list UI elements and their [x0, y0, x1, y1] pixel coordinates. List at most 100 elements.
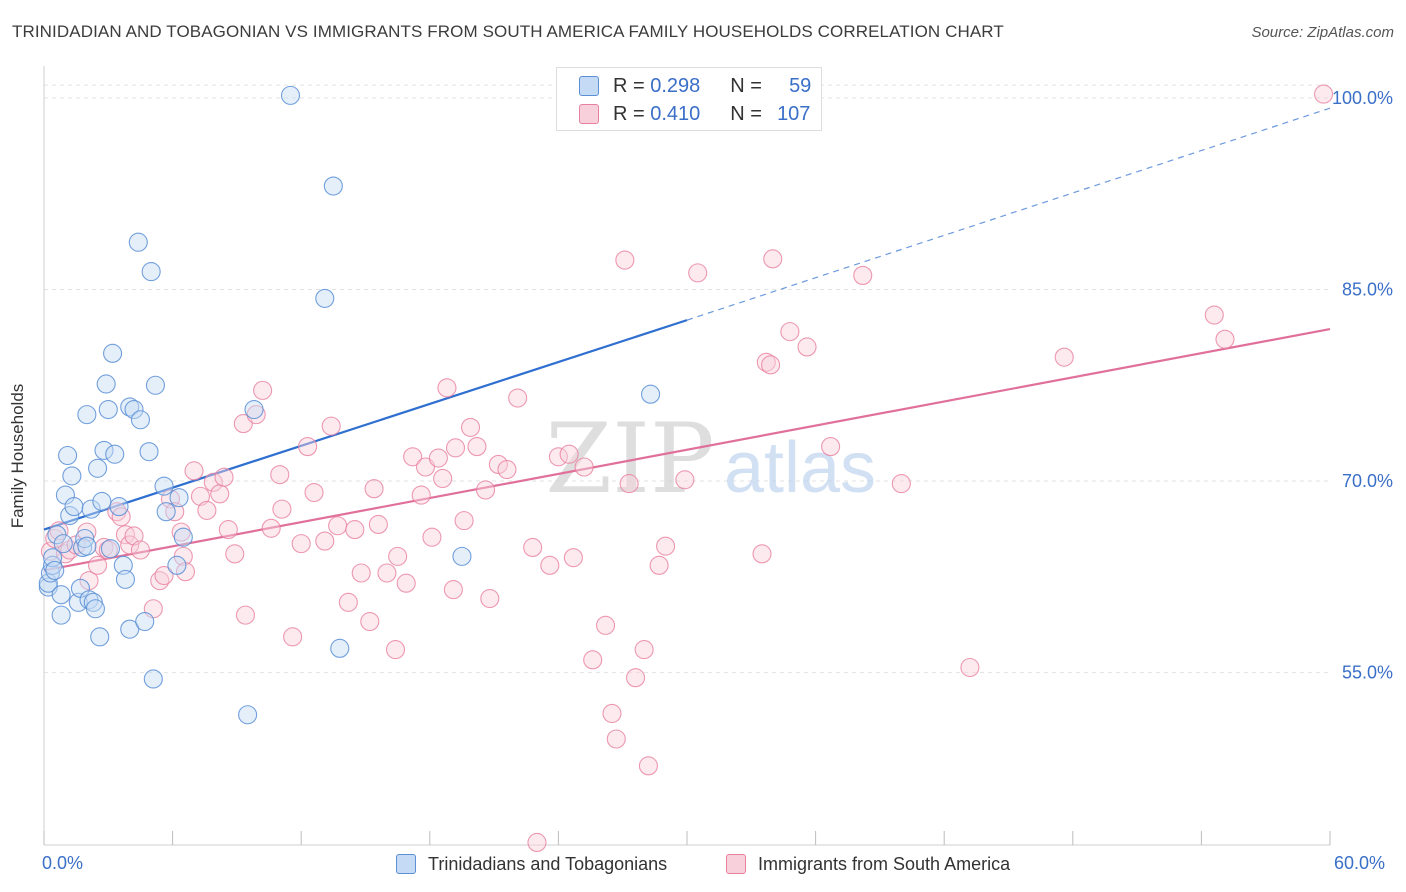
data-point-pink [752, 544, 772, 564]
data-point-blue [113, 555, 133, 575]
legend: R = 0.298 N = 59 R = 0.410 N = 107 [556, 67, 822, 131]
data-point-pink [197, 500, 217, 520]
data-point-blue [641, 384, 661, 404]
data-point-pink [368, 514, 388, 535]
data-point-pink [283, 627, 303, 647]
data-point-blue [96, 374, 116, 394]
data-point-pink [403, 447, 423, 467]
data-point-blue [103, 343, 123, 363]
data-point-pink [120, 535, 140, 555]
legend-swatch-pink [579, 104, 599, 124]
data-point-pink [388, 546, 408, 566]
data-point-pink [475, 480, 496, 500]
legend-row-blue: R = 0.298 N = 59 [579, 74, 811, 98]
data-point-pink [321, 416, 341, 436]
data-point-pink [1204, 305, 1224, 325]
axes [43, 66, 1331, 846]
data-point-blue [58, 445, 78, 466]
data-point-pink [480, 588, 500, 609]
data-point-blue [130, 410, 150, 430]
data-point-pink [540, 555, 560, 575]
trendline-trinidadians [43, 319, 688, 531]
data-point-pink [88, 555, 108, 575]
data-point-pink [615, 250, 635, 270]
data-point-pink [360, 611, 380, 632]
data-point-pink [203, 472, 223, 492]
data-point-blue [154, 476, 174, 496]
data-point-pink [437, 378, 457, 398]
data-point-blue [143, 669, 163, 689]
data-point-pink [626, 668, 646, 688]
data-point-pink [1215, 329, 1235, 349]
gridlines [44, 84, 1330, 674]
data-point-pink [443, 580, 463, 600]
data-point-pink [351, 563, 371, 583]
data-point-pink [497, 459, 517, 480]
data-point-pink [338, 592, 358, 612]
legend-r-label: R = [613, 102, 645, 125]
data-point-blue [88, 458, 108, 478]
data-point-pink [649, 555, 669, 575]
data-point-pink [218, 520, 238, 540]
data-point-pink [596, 615, 616, 635]
data-point-blue [141, 262, 161, 282]
data-point-blue [109, 497, 129, 517]
data-point-blue [92, 491, 112, 512]
y-tick-labels: 55.0% 70.0% 85.0% 100.0% [1332, 88, 1393, 683]
data-point-blue [135, 611, 155, 632]
data-point-blue [156, 502, 176, 522]
data-point-pink [154, 565, 174, 586]
data-point-blue [128, 232, 148, 252]
bottom-legend-item-pink: Immigrants from South America [726, 852, 1010, 876]
legend-n-label: N = [730, 102, 762, 125]
series-immigrants-south-america [40, 84, 1334, 852]
y-tick-label: 100.0% [1332, 88, 1393, 108]
data-point-pink [559, 444, 579, 464]
data-point-blue [77, 405, 97, 425]
data-point-pink [253, 380, 273, 400]
data-point-pink [235, 605, 256, 625]
y-tick-label: 70.0% [1342, 471, 1393, 491]
data-point-pink [675, 470, 695, 490]
data-point-pink [602, 703, 622, 724]
x-tick-max: 60.0% [1334, 853, 1386, 873]
data-point-pink [583, 650, 603, 670]
data-point-blue [169, 488, 189, 508]
data-point-pink [1054, 347, 1074, 367]
data-point-pink [364, 479, 384, 499]
data-point-blue [145, 375, 166, 395]
bottom-legend-swatch-blue [396, 854, 416, 874]
data-point-pink [763, 249, 783, 269]
legend-swatch-blue [579, 76, 599, 96]
data-point-pink [761, 355, 781, 375]
data-point-pink [460, 417, 481, 437]
data-point-pink [298, 437, 318, 457]
data-point-blue [64, 497, 84, 517]
data-point-blue [51, 585, 71, 605]
data-point-pink [315, 531, 335, 551]
watermark-zip: ZIP [545, 403, 714, 515]
data-point-pink [272, 499, 292, 519]
source-label: Source: ZipAtlas.com [1251, 24, 1394, 41]
data-point-pink [563, 548, 583, 568]
legend-row-pink: R = 0.410 N = 107 [579, 102, 810, 126]
series-trinidadians-tobagonians [38, 85, 661, 725]
bottom-legend-label-blue: Trinidadians and Tobagonians [428, 853, 668, 874]
data-point-pink [385, 640, 406, 660]
data-point-pink [261, 518, 281, 538]
x-tick-min: 0.0% [42, 853, 84, 873]
data-point-pink [467, 437, 487, 457]
data-point-pink [638, 756, 658, 776]
data-point-pink [214, 467, 234, 487]
data-point-pink [210, 484, 230, 504]
bottom-legend-swatch-pink [726, 854, 746, 874]
data-point-pink [270, 465, 290, 485]
y-axis-label: Family Households [8, 383, 27, 529]
trendline-trinidadians-extension [686, 107, 1331, 321]
data-point-blue [315, 288, 335, 308]
data-point-blue [100, 539, 120, 559]
data-point-blue [323, 176, 343, 196]
data-point-blue [98, 399, 118, 420]
data-point-blue [173, 527, 193, 547]
data-point-pink [124, 526, 144, 546]
